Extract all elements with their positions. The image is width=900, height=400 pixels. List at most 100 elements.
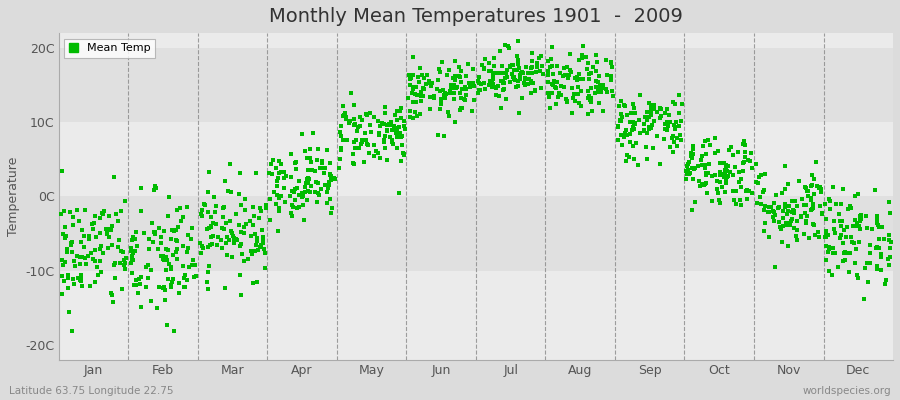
Point — [698, 164, 712, 171]
Point — [210, 220, 224, 227]
Text: worldspecies.org: worldspecies.org — [803, 386, 891, 396]
Point — [665, 132, 680, 139]
Point — [750, 200, 764, 206]
Point — [181, 244, 195, 251]
Point — [412, 78, 427, 85]
Point — [761, 209, 776, 215]
Point — [106, 174, 121, 180]
Point — [739, 188, 753, 194]
Point — [733, 197, 747, 203]
Point — [667, 139, 681, 145]
Point — [165, 279, 179, 286]
Point — [780, 222, 795, 228]
Point — [58, 277, 72, 284]
Point — [453, 74, 467, 80]
Point — [89, 233, 104, 240]
Point — [154, 234, 168, 240]
Point — [883, 245, 897, 251]
Point — [194, 210, 208, 217]
Point — [363, 122, 377, 129]
Point — [263, 196, 277, 202]
Point — [434, 99, 448, 106]
Point — [223, 218, 238, 224]
Point — [207, 194, 221, 200]
Point — [201, 189, 215, 196]
Point — [527, 87, 542, 94]
Point — [75, 254, 89, 260]
Point — [402, 76, 417, 82]
Point — [544, 44, 559, 50]
Point — [127, 282, 141, 288]
Title: Monthly Mean Temperatures 1901  -  2009: Monthly Mean Temperatures 1901 - 2009 — [269, 7, 683, 26]
Point — [665, 135, 680, 142]
Point — [394, 158, 409, 164]
Point — [484, 84, 499, 90]
Point — [487, 55, 501, 62]
Point — [860, 213, 874, 220]
Point — [819, 215, 833, 222]
Point — [496, 80, 510, 86]
Point — [636, 120, 651, 127]
Point — [334, 146, 348, 153]
Point — [645, 145, 660, 152]
Point — [248, 231, 263, 238]
Point — [157, 257, 171, 264]
Point — [176, 284, 191, 290]
Point — [495, 63, 509, 70]
Point — [159, 257, 174, 264]
Point — [102, 234, 116, 240]
Point — [478, 86, 492, 92]
Point — [156, 252, 170, 259]
Point — [386, 141, 400, 147]
Point — [433, 69, 447, 75]
Point — [540, 90, 554, 96]
Point — [579, 54, 593, 60]
Point — [806, 200, 821, 207]
Point — [670, 143, 684, 150]
Point — [754, 172, 769, 179]
Point — [162, 261, 176, 267]
Point — [805, 172, 819, 178]
Point — [132, 276, 147, 282]
Point — [553, 70, 567, 76]
Point — [271, 175, 285, 181]
Point — [753, 200, 768, 207]
Point — [169, 238, 184, 244]
Point — [300, 155, 314, 161]
Point — [615, 142, 629, 148]
Point — [76, 232, 91, 239]
Point — [549, 101, 563, 108]
Point — [300, 176, 314, 183]
Point — [685, 164, 699, 171]
Point — [804, 207, 818, 214]
Point — [737, 149, 751, 156]
Point — [87, 247, 102, 253]
Point — [156, 284, 170, 291]
Point — [359, 137, 374, 144]
Point — [725, 152, 740, 159]
Point — [88, 258, 103, 264]
Point — [289, 166, 303, 172]
Point — [93, 214, 107, 221]
Point — [695, 181, 709, 187]
Point — [68, 258, 82, 264]
Point — [102, 213, 116, 219]
Point — [774, 226, 788, 232]
Point — [393, 104, 408, 111]
Point — [215, 245, 230, 251]
Point — [491, 70, 505, 76]
Point — [360, 112, 374, 118]
Point — [317, 169, 331, 176]
Point — [166, 251, 180, 258]
Point — [821, 248, 835, 255]
Point — [172, 290, 186, 296]
Point — [416, 92, 430, 99]
Point — [646, 118, 661, 124]
Point — [583, 98, 598, 105]
Point — [254, 208, 268, 214]
Point — [849, 217, 863, 223]
Point — [158, 254, 173, 260]
Point — [845, 239, 859, 245]
Point — [548, 85, 562, 92]
Point — [547, 78, 562, 85]
